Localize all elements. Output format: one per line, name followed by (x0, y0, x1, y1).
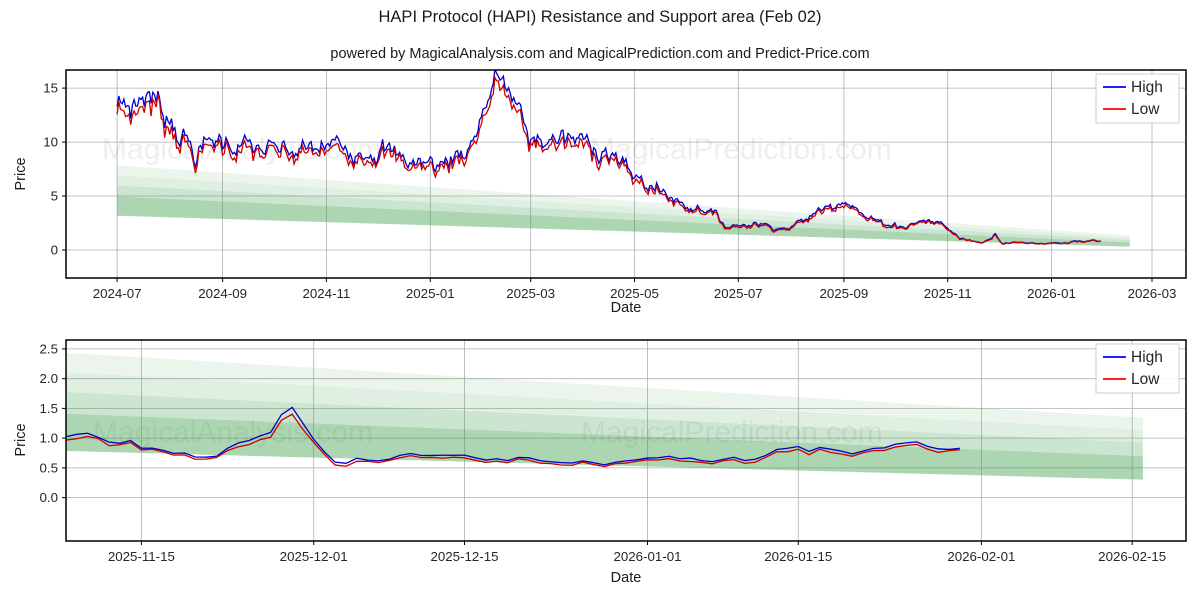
svg-text:2026-01-01: 2026-01-01 (613, 549, 681, 564)
svg-text:Low: Low (1131, 371, 1160, 388)
svg-text:2025-09: 2025-09 (819, 286, 868, 301)
svg-text:HAPI Protocol (HAPI) Resistanc: HAPI Protocol (HAPI) Resistance and Supp… (379, 8, 822, 26)
svg-text:2025-11-15: 2025-11-15 (108, 549, 175, 564)
svg-text:High: High (1131, 349, 1163, 366)
svg-text:2026-01-15: 2026-01-15 (764, 549, 832, 564)
svg-text:2026-03: 2026-03 (1128, 286, 1177, 301)
svg-text:2026-02-01: 2026-02-01 (947, 549, 1015, 564)
svg-text:2025-12-01: 2025-12-01 (280, 549, 348, 564)
svg-text:2024-09: 2024-09 (198, 286, 247, 301)
svg-text:powered by MagicalAnalysis.com: powered by MagicalAnalysis.com and Magic… (330, 46, 869, 62)
svg-text:15: 15 (43, 81, 58, 96)
svg-text:Price: Price (13, 423, 29, 456)
svg-text:MagicalPrediction.com: MagicalPrediction.com (590, 133, 892, 166)
svg-text:0.5: 0.5 (40, 460, 59, 475)
svg-text:0.0: 0.0 (40, 490, 59, 505)
svg-text:2.5: 2.5 (40, 341, 59, 356)
svg-text:2025-11: 2025-11 (924, 286, 972, 301)
svg-text:2025-12-15: 2025-12-15 (430, 549, 498, 564)
svg-text:5: 5 (51, 189, 58, 204)
svg-text:Date: Date (611, 570, 642, 586)
svg-text:10: 10 (43, 135, 58, 150)
svg-text:Low: Low (1131, 101, 1160, 118)
svg-text:2026-01: 2026-01 (1027, 286, 1076, 301)
svg-text:2.0: 2.0 (40, 371, 59, 386)
svg-text:1.0: 1.0 (40, 431, 59, 446)
svg-text:Date: Date (611, 300, 642, 316)
svg-text:2025-01: 2025-01 (406, 286, 455, 301)
svg-text:2024-07: 2024-07 (93, 286, 142, 301)
svg-text:High: High (1131, 79, 1163, 96)
svg-text:2024-11: 2024-11 (302, 286, 350, 301)
svg-text:2025-05: 2025-05 (610, 286, 659, 301)
svg-text:0: 0 (51, 243, 58, 258)
svg-text:Price: Price (13, 157, 29, 190)
svg-text:2026-02-15: 2026-02-15 (1098, 549, 1166, 564)
svg-text:1.5: 1.5 (40, 401, 59, 416)
svg-text:2025-07: 2025-07 (714, 286, 763, 301)
svg-text:2025-03: 2025-03 (506, 286, 555, 301)
